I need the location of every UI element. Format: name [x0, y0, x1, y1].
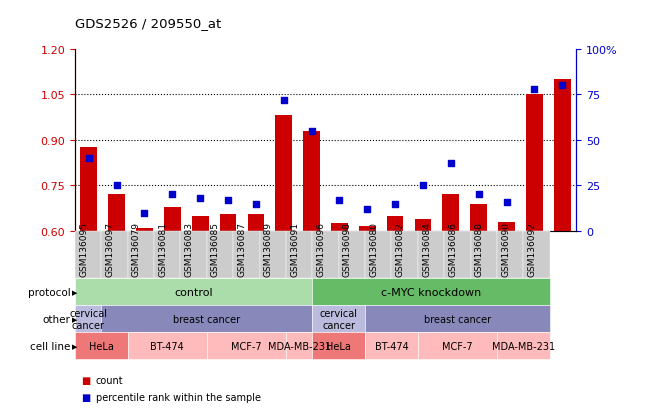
Point — [529, 86, 540, 93]
Bar — [526, 95, 543, 231]
Point — [445, 161, 456, 167]
Bar — [303, 131, 320, 231]
Bar — [81, 148, 97, 231]
Text: GSM136082: GSM136082 — [396, 222, 405, 277]
Bar — [164, 207, 181, 231]
Text: MDA-MB-231: MDA-MB-231 — [268, 341, 331, 351]
Point — [390, 201, 400, 207]
Text: GSM136084: GSM136084 — [422, 222, 431, 277]
Text: ■: ■ — [81, 392, 90, 402]
Text: GDS2526 / 209550_at: GDS2526 / 209550_at — [75, 17, 221, 29]
Point — [501, 199, 512, 206]
Text: percentile rank within the sample: percentile rank within the sample — [96, 392, 260, 402]
Bar — [192, 216, 208, 231]
Text: GSM136097: GSM136097 — [105, 222, 115, 277]
Text: breast cancer: breast cancer — [173, 314, 240, 324]
Bar — [275, 116, 292, 231]
Text: cervical
cancer: cervical cancer — [69, 308, 107, 330]
Text: c-MYC knockdown: c-MYC knockdown — [381, 287, 481, 297]
Text: other: other — [42, 314, 70, 324]
Bar — [108, 195, 125, 231]
Bar — [136, 228, 153, 231]
Text: GSM136087: GSM136087 — [238, 222, 246, 277]
Text: BT-474: BT-474 — [150, 341, 184, 351]
Text: GSM136091: GSM136091 — [290, 222, 299, 277]
Point — [111, 183, 122, 189]
Text: GSM136086: GSM136086 — [449, 222, 458, 277]
Bar — [415, 219, 432, 231]
Text: ▶: ▶ — [72, 316, 77, 322]
Point — [139, 210, 150, 216]
Point — [418, 183, 428, 189]
Bar — [498, 222, 515, 231]
Text: GSM136095: GSM136095 — [79, 222, 88, 277]
Text: count: count — [96, 375, 123, 385]
Point — [251, 201, 261, 207]
Bar — [443, 195, 459, 231]
Point — [279, 97, 289, 104]
Text: cell line: cell line — [30, 341, 70, 351]
Text: MCF-7: MCF-7 — [442, 341, 473, 351]
Text: GSM136098: GSM136098 — [343, 222, 352, 277]
Bar — [387, 216, 404, 231]
Point — [334, 197, 344, 204]
Point — [195, 195, 206, 202]
Point — [473, 192, 484, 198]
Text: ■: ■ — [81, 375, 90, 385]
Text: BT-474: BT-474 — [374, 341, 408, 351]
Text: GSM136088: GSM136088 — [475, 222, 484, 277]
Bar — [470, 204, 487, 231]
Text: GSM136096: GSM136096 — [316, 222, 326, 277]
Text: HeLa: HeLa — [326, 341, 351, 351]
Bar — [247, 215, 264, 231]
Text: control: control — [174, 287, 213, 297]
Text: protocol: protocol — [27, 287, 70, 297]
Point — [307, 128, 317, 135]
Text: MDA-MB-231: MDA-MB-231 — [492, 341, 555, 351]
Text: GSM136085: GSM136085 — [211, 222, 220, 277]
Bar — [219, 215, 236, 231]
Text: MCF-7: MCF-7 — [231, 341, 262, 351]
Point — [362, 206, 372, 213]
Text: GSM136090: GSM136090 — [501, 222, 510, 277]
Text: GSM136081: GSM136081 — [158, 222, 167, 277]
Text: cervical
cancer: cervical cancer — [320, 308, 357, 330]
Text: HeLa: HeLa — [89, 341, 114, 351]
Text: GSM136092: GSM136092 — [527, 222, 536, 277]
Point — [557, 83, 568, 89]
Text: GSM136079: GSM136079 — [132, 222, 141, 277]
Text: ▶: ▶ — [72, 343, 77, 349]
Point — [223, 197, 233, 204]
Text: GSM136080: GSM136080 — [369, 222, 378, 277]
Point — [83, 155, 94, 162]
Point — [167, 192, 178, 198]
Bar — [359, 227, 376, 231]
Text: GSM136083: GSM136083 — [185, 222, 193, 277]
Text: GSM136089: GSM136089 — [264, 222, 273, 277]
Bar — [554, 80, 570, 231]
Bar — [331, 224, 348, 231]
Text: breast cancer: breast cancer — [424, 314, 491, 324]
Text: ▶: ▶ — [72, 289, 77, 295]
